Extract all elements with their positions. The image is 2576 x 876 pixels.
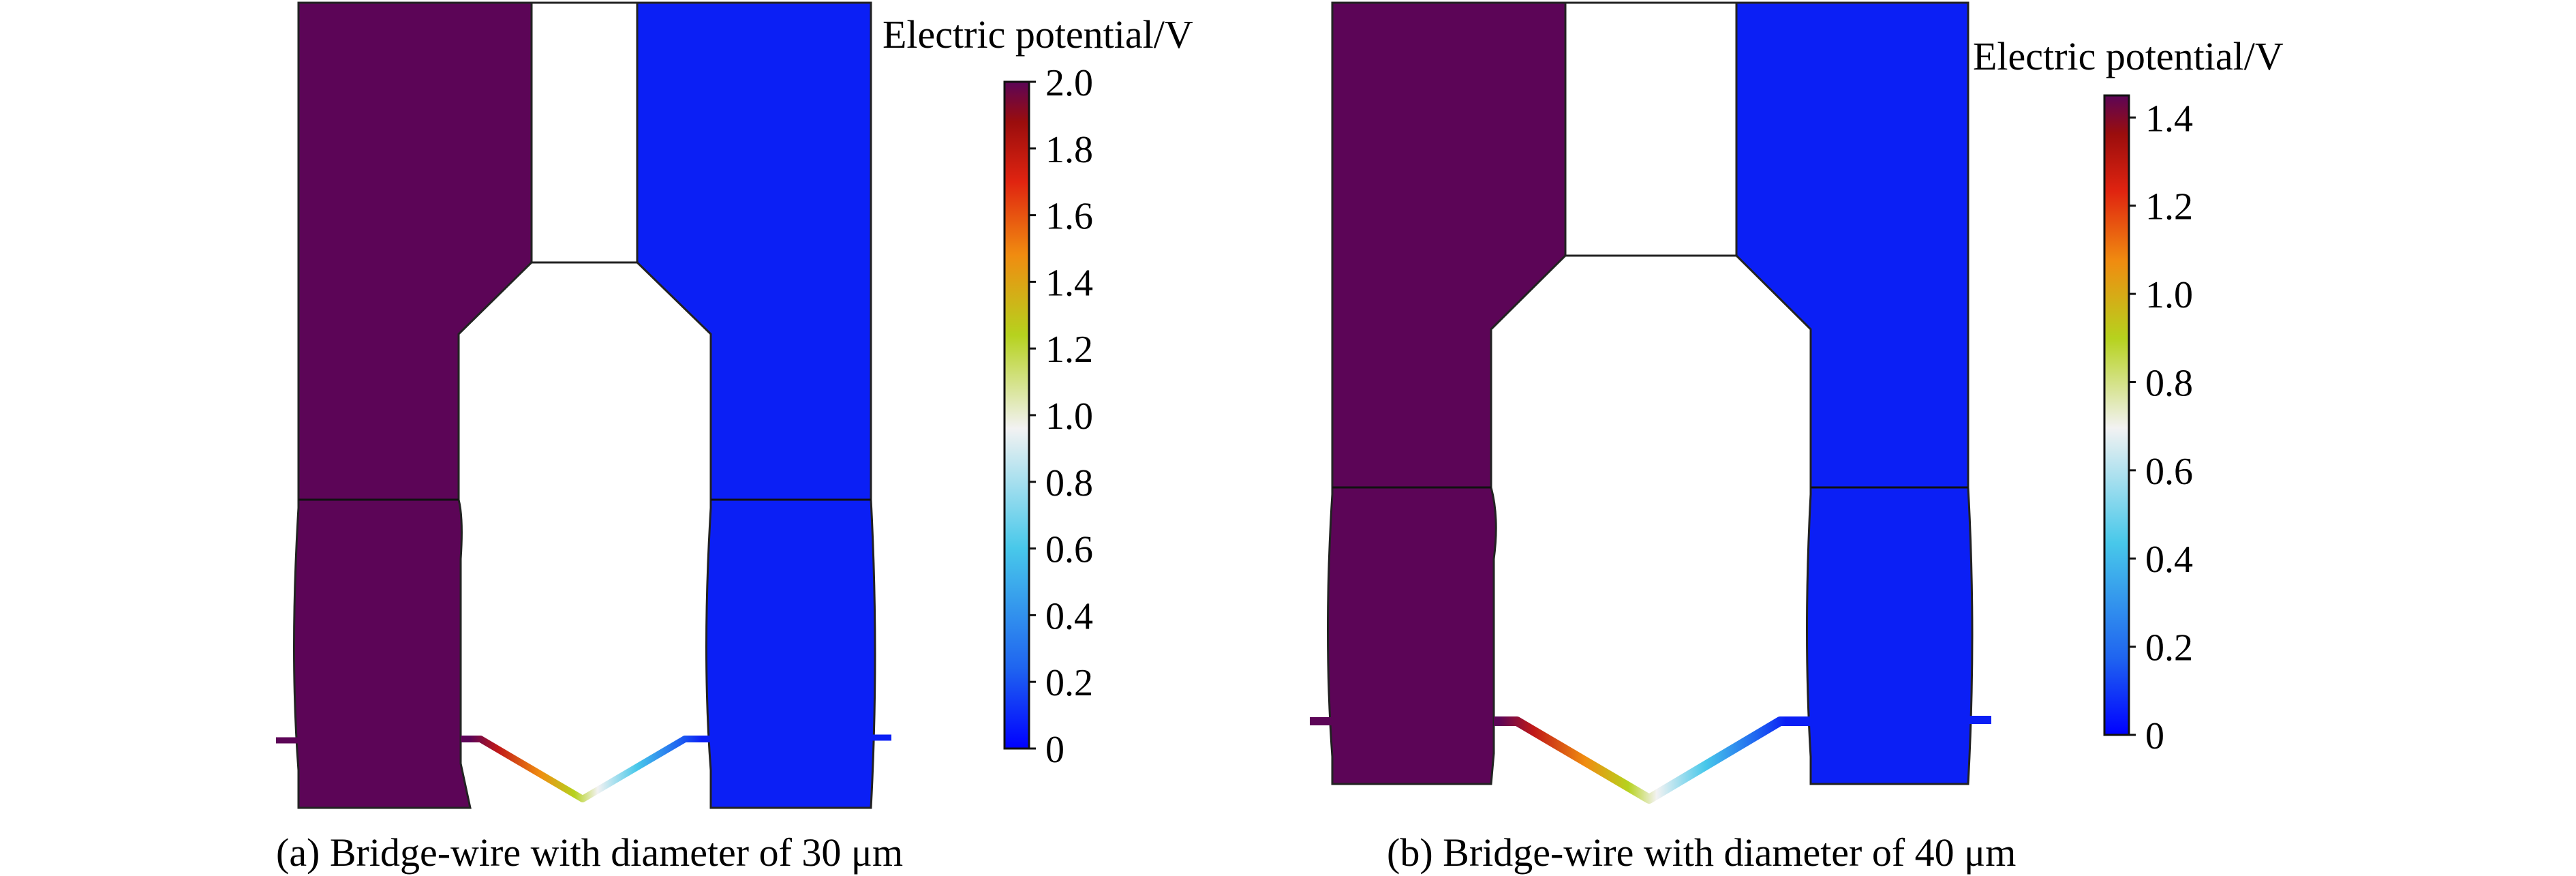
colorbar-tick-label: 0.8 [1045,462,1093,504]
colorbar-tick-label: 1.2 [1045,329,1093,371]
colorbar-b: Electric potential/V 1.4 1.2 1.0 0.8 0.6 0.4 0… [1973,34,2284,757]
left-electrode-b [1331,1,1567,489]
colorbar-tick-label: 1.4 [2145,97,2193,140]
colorbar-tick-label: 0.6 [2145,451,2193,493]
colorbar-scale-a [1003,80,1030,750]
panel-a: Electric potential/V 2.0 1.8 1.6 1.4 1.2 1.0 0… [276,1,1193,875]
colorbar-a: Electric potential/V 2.0 1.8 1.6 1.4 1.2 1.0 0… [883,12,1193,771]
caption-a: (a) Bridge-wire with diameter of 30 μm [276,830,903,875]
colorbar-title-a: Electric potential/V [883,12,1193,57]
colorbar-tick-label: 0.2 [1045,662,1093,704]
colorbar-tick-label: 0.8 [2145,362,2193,404]
right-electrode-a [636,1,872,501]
colorbar-tick-label: 1.8 [1045,129,1093,171]
bridge-wire-b [1494,716,1811,804]
colorbar-tick-label: 0.4 [2145,539,2193,581]
right-lower-pad-b [1806,486,1974,785]
colorbar-tick-label: 1.0 [2145,274,2193,316]
left-lower-pad-a [293,498,472,809]
colorbar-tick-label: 1.2 [2145,186,2193,228]
colorbar-title-b: Electric potential/V [1973,34,2284,78]
insulating-gap-a [530,1,639,264]
colorbar-tick-label: 2.0 [1045,62,1093,104]
colorbar-tick-label: 1.0 [1045,395,1093,438]
colorbar-tick-label: 1.6 [1045,196,1093,238]
colorbar-ticks-b: 1.4 1.2 1.0 0.8 0.6 0.4 0.2 0 [2129,97,2193,757]
colorbar-ticks-a: 2.0 1.8 1.6 1.4 1.2 1.0 0.8 0.6 0.4 0.2 0 [1029,62,1093,771]
right-lower-pad-a [705,498,876,809]
left-lower-pad-b [1327,486,1497,785]
colorbar-tick-label: 0.2 [2145,627,2193,669]
colorbar-tick-label: 0.4 [1045,595,1093,637]
panel-b: Electric potential/V 1.4 1.2 1.0 0.8 0.6 0.4 0… [1310,1,2284,875]
colorbar-tick-label: 0 [2145,715,2164,757]
bridge-wire-a [461,736,711,802]
caption-b: (b) Bridge-wire with diameter of 40 μm [1387,830,2016,875]
electrode-geometry-a [276,1,891,809]
right-electrode-b [1735,1,1969,489]
insulating-gap-b [1564,1,1738,257]
colorbar-scale-b [2103,94,2130,736]
colorbar-tick-label: 0 [1045,729,1064,771]
left-electrode-a [297,1,533,501]
colorbar-tick-label: 0.6 [1045,529,1093,571]
electrode-geometry-b [1310,1,1991,804]
colorbar-tick-label: 1.4 [1045,262,1093,304]
